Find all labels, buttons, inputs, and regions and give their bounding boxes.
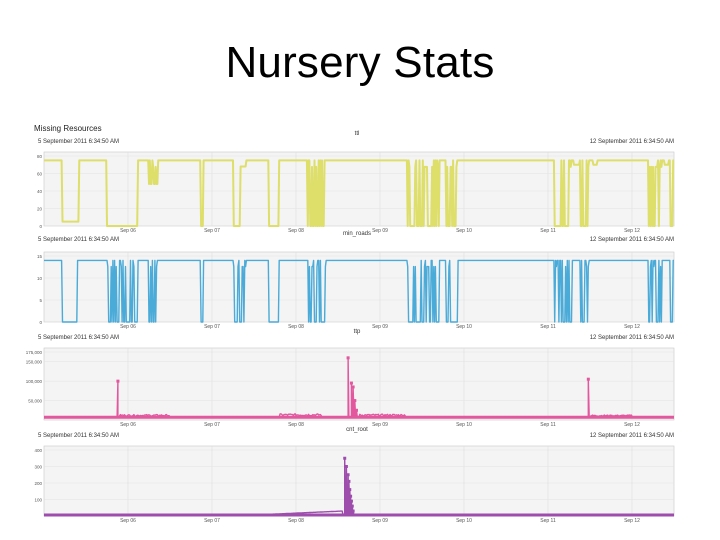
- x-tick-label: Sep 09: [372, 324, 388, 330]
- range-start-label: 5 September 2011 6:34:50 AM: [38, 139, 119, 145]
- y-tick-label: 50,000: [28, 399, 42, 404]
- stats-charts: 5 September 2011 6:34:50 AM 12 September …: [26, 131, 675, 524]
- x-tick-label: Sep 07: [204, 324, 220, 330]
- x-tick-label: Sep 10: [456, 228, 472, 234]
- plot-area: [43, 347, 675, 421]
- y-tick-label: 20: [37, 207, 43, 212]
- data-point: [354, 408, 358, 412]
- y-tick-label: 0: [39, 320, 42, 325]
- plot-area: [43, 445, 675, 517]
- chart-title: cnt_root: [346, 427, 368, 433]
- data-point: [116, 379, 120, 383]
- y-tick-label: 10: [37, 276, 43, 281]
- x-tick-label: Sep 06: [120, 518, 136, 524]
- chart-title: ttl: [355, 131, 360, 137]
- y-tick-label: 60: [37, 172, 43, 177]
- data-point: [346, 356, 350, 360]
- dashboard-heading: Missing Resources: [34, 124, 102, 133]
- chart-title: min_roads: [343, 231, 371, 237]
- range-end-label: 12 September 2011 6:34:50 AM: [590, 433, 674, 439]
- y-tick-label: 80: [37, 154, 43, 159]
- range-start-label: 5 September 2011 6:34:50 AM: [38, 433, 119, 439]
- y-tick-label: 200: [34, 481, 42, 486]
- x-tick-label: Sep 08: [288, 324, 304, 330]
- x-tick-label: Sep 06: [120, 228, 136, 234]
- x-tick-label: Sep 12: [624, 518, 640, 524]
- chart-panel-cnt-root: 5 September 2011 6:34:50 AM 12 September …: [34, 427, 675, 524]
- x-tick-label: Sep 10: [456, 518, 472, 524]
- data-point: [351, 385, 355, 389]
- x-tick-label: Sep 09: [372, 422, 388, 428]
- data-point: [350, 504, 354, 508]
- data-point: [351, 509, 355, 513]
- y-tick-label: 40: [37, 189, 43, 194]
- x-tick-label: Sep 10: [456, 422, 472, 428]
- y-tick-label: 100: [34, 498, 42, 503]
- dashboard: Missing Resources 5 September 2011 6:34:…: [26, 124, 680, 524]
- range-start-label: 5 September 2011 6:34:50 AM: [38, 335, 119, 341]
- chart-title: ttp: [354, 329, 361, 335]
- range-start-label: 5 September 2011 6:34:50 AM: [38, 237, 119, 243]
- data-point: [344, 465, 348, 468]
- x-tick-label: Sep 11: [540, 422, 556, 428]
- y-tick-label: 300: [34, 465, 42, 470]
- data-point: [349, 499, 353, 503]
- data-point: [343, 456, 347, 460]
- y-tick-label: 0: [39, 224, 42, 229]
- chart-panel-ttp: 5 September 2011 6:34:50 AM 12 September …: [26, 329, 675, 428]
- x-tick-label: Sep 12: [624, 324, 640, 330]
- x-tick-label: Sep 08: [288, 422, 304, 428]
- x-tick-label: Sep 07: [204, 518, 220, 524]
- x-tick-label: Sep 10: [456, 324, 472, 330]
- range-end-label: 12 September 2011 6:34:50 AM: [590, 139, 674, 145]
- data-point: [349, 381, 353, 385]
- y-tick-label: 400: [34, 448, 42, 453]
- x-tick-label: Sep 06: [120, 324, 136, 330]
- x-tick-label: Sep 12: [624, 228, 640, 234]
- x-tick-label: Sep 12: [624, 422, 640, 428]
- data-point: [586, 377, 590, 381]
- range-end-label: 12 September 2011 6:34:50 AM: [590, 335, 674, 341]
- y-tick-label: 5: [39, 298, 42, 303]
- x-tick-label: Sep 06: [120, 422, 136, 428]
- x-tick-label: Sep 11: [540, 228, 556, 234]
- x-tick-label: Sep 08: [288, 518, 304, 524]
- x-tick-label: Sep 11: [540, 324, 556, 330]
- range-end-label: 12 September 2011 6:34:50 AM: [590, 237, 674, 243]
- data-point: [347, 479, 351, 483]
- x-tick-label: Sep 08: [288, 228, 304, 234]
- data-point: [346, 473, 350, 477]
- slide-title: Nursery Stats: [225, 38, 495, 87]
- x-tick-label: Sep 11: [540, 518, 556, 524]
- x-tick-label: Sep 09: [372, 518, 388, 524]
- x-tick-label: Sep 09: [372, 228, 388, 234]
- x-tick-label: Sep 07: [204, 422, 220, 428]
- series-line: [43, 159, 675, 227]
- y-tick-label: 100,000: [26, 379, 43, 384]
- data-point: [353, 399, 357, 403]
- data-point: [349, 494, 353, 498]
- y-tick-label: 150,000: [26, 360, 43, 365]
- y-tick-label: 175,000: [26, 350, 43, 355]
- y-tick-label: 15: [37, 254, 43, 259]
- data-point: [348, 488, 352, 492]
- chart-panel-min-roads: 5 September 2011 6:34:50 AM 12 September …: [37, 231, 675, 330]
- chart-panel-ttl: 5 September 2011 6:34:50 AM 12 September …: [37, 131, 675, 234]
- x-tick-label: Sep 07: [204, 228, 220, 234]
- series-line: [44, 259, 674, 323]
